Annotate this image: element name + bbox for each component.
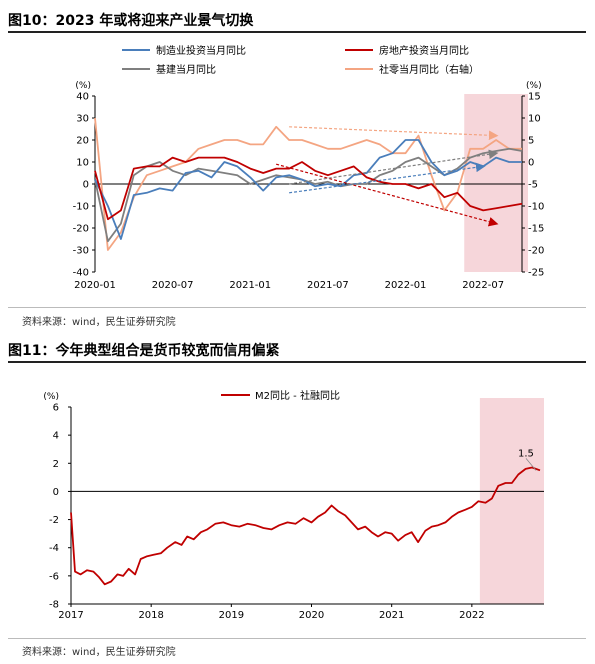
- highlight-region: [479, 398, 544, 604]
- x-tick-label: 2022: [459, 610, 484, 621]
- left-axis-unit: (%): [75, 81, 91, 91]
- trend-arrow-retail: [289, 126, 499, 141]
- trend-arrow-manufacturing: [289, 162, 486, 194]
- legend-label-3: 基建当月同比: [156, 63, 216, 76]
- x-tick-label: 2020-07: [152, 280, 194, 291]
- legend-label-2: 房地产投资当月同比: [379, 44, 469, 57]
- highlight-region: [464, 94, 528, 272]
- y-tick-label: -2: [49, 515, 59, 526]
- right-tick-label: -15: [528, 224, 544, 235]
- annotation-leader: [525, 458, 537, 471]
- left-tick-label: 40: [76, 92, 89, 103]
- y-tick-label: -6: [49, 571, 59, 582]
- fig10-title-rule: [8, 31, 586, 33]
- x-tick-label: 2017: [58, 610, 83, 621]
- legend-label: M2同比 - 社融同比: [255, 389, 340, 402]
- right-tick-label: 10: [528, 114, 541, 125]
- legend-label-1: 制造业投资当月同比: [156, 44, 246, 57]
- right-tick-label: -10: [528, 202, 544, 213]
- right-tick-label: 5: [528, 136, 534, 147]
- x-tick-label: 2020-01: [74, 280, 116, 291]
- y-tick-label: 4: [53, 431, 59, 442]
- left-tick-label: 0: [83, 180, 89, 191]
- x-tick-label: 2022-01: [385, 280, 427, 291]
- right-tick-label: -20: [528, 246, 544, 257]
- x-tick-label: 2018: [138, 610, 163, 621]
- left-tick-label: -20: [73, 224, 89, 235]
- real-estate-investment-line: [94, 156, 523, 221]
- x-tick-label: 2019: [219, 610, 244, 621]
- infrastructure-line: [94, 147, 523, 243]
- left-tick-label: -40: [73, 268, 89, 279]
- trend-arrow-real-estate: [275, 163, 499, 227]
- y-tick-label: 6: [53, 403, 59, 414]
- x-tick-label: 2021-07: [307, 280, 349, 291]
- fig11-legend: M2同比 - 社融同比: [221, 389, 340, 402]
- x-tick-label: 2021: [379, 610, 404, 621]
- y-tick-label: 2: [53, 459, 59, 470]
- annotation-label: 1.5: [518, 448, 534, 459]
- manufacturing-investment-line: [94, 139, 522, 240]
- fig11-title: 图11：今年典型组合是货币较宽而信用偏紧: [8, 343, 280, 359]
- fig10-source-rule: [8, 307, 586, 308]
- fig11-chart: M2同比 - 社融同比 (%) -8 -6 -4 -2 0 2 4 6 2017 2018 2019 2…: [43, 389, 544, 621]
- fig10-source: 资料来源：wind，民生证券研究院: [22, 317, 176, 328]
- right-tick-label: -25: [528, 268, 544, 279]
- right-tick-label: 0: [528, 158, 534, 169]
- right-tick-label: -5: [528, 180, 538, 191]
- fig11-title-rule: [8, 361, 586, 363]
- y-tick-label: -8: [49, 600, 59, 611]
- fig11-source-rule: [8, 638, 586, 639]
- y-tick-label: 0: [53, 487, 59, 498]
- y-tick-label: -4: [49, 543, 59, 554]
- right-axis-unit: (%): [526, 81, 542, 91]
- left-tick-label: -30: [73, 246, 89, 257]
- left-tick-label: 10: [76, 158, 89, 169]
- retail-sales-line: [94, 117, 522, 251]
- x-tick-label: 2022-07: [462, 280, 504, 291]
- m2-minus-tsf-line: [70, 466, 541, 586]
- fig11-source: 资料来源：wind，民生证券研究院: [22, 647, 176, 658]
- legend-label-4: 社零当月同比（右轴）: [379, 63, 479, 76]
- right-tick-label: 15: [528, 92, 541, 103]
- left-tick-label: 20: [76, 136, 89, 147]
- x-tick-label: 2020: [299, 610, 324, 621]
- left-tick-label: -10: [73, 202, 89, 213]
- fig10-title: 图10：2023 年或将迎来产业景气切换: [8, 13, 254, 29]
- x-tick-label: 2021-01: [229, 280, 271, 291]
- left-tick-label: 30: [76, 114, 89, 125]
- y-axis-unit: (%): [43, 392, 59, 402]
